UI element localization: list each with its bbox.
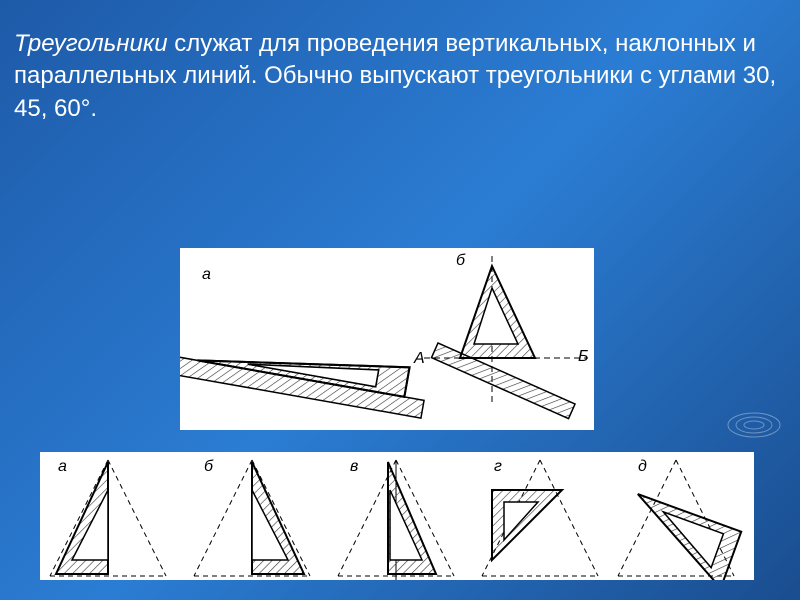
label-a: а <box>202 266 211 284</box>
figure-top: а б А Б <box>180 248 594 430</box>
ripple-decoration-icon <box>726 410 782 440</box>
top-diagram-svg <box>180 248 594 430</box>
label-g: г <box>494 458 502 476</box>
description-text: Треугольники служат для проведения верти… <box>0 0 800 125</box>
label-B: Б <box>578 348 588 366</box>
term: Треугольники <box>14 30 168 57</box>
label-b: б <box>456 252 465 270</box>
label-d: д <box>638 458 647 476</box>
label-v: в <box>350 458 358 476</box>
label-b2: б <box>204 458 213 476</box>
label-a2: а <box>58 458 67 476</box>
label-A: А <box>414 350 425 368</box>
figure-bottom: а б в г д <box>40 452 754 580</box>
